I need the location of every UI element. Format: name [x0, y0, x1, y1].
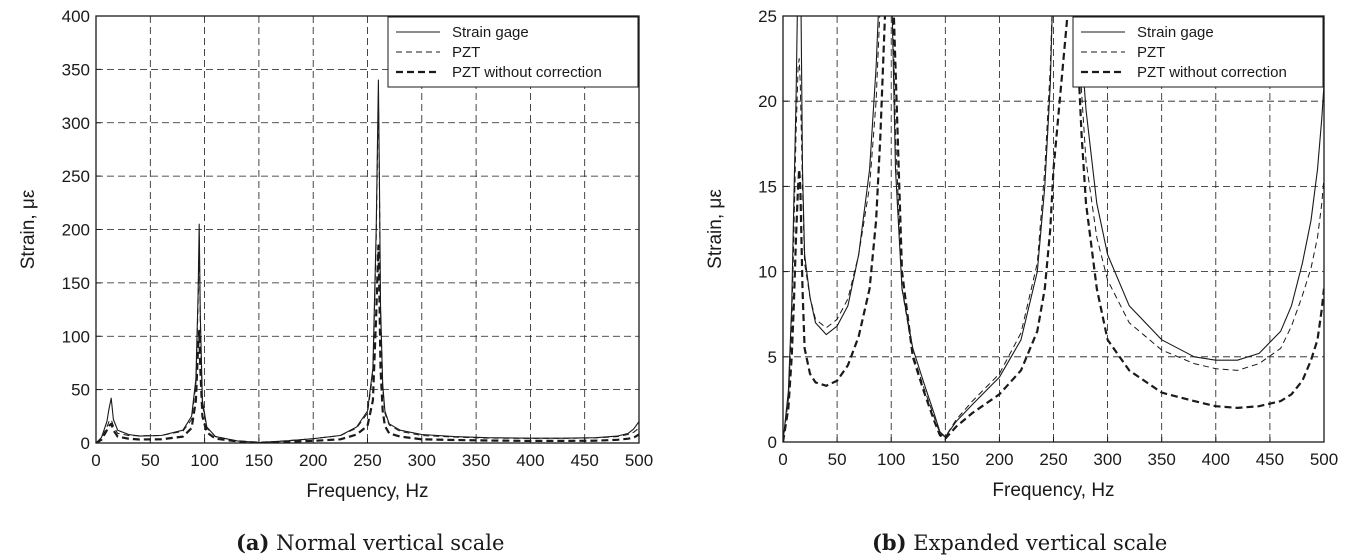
chart-a-x-tick-label: 500: [625, 451, 653, 470]
chart-a-x-tick-label: 450: [571, 451, 599, 470]
chart-b-y-tick-label: 0: [768, 433, 777, 452]
chart-b-x-tick-label: 0: [778, 450, 787, 469]
chart-b-y-tick-label: 5: [768, 348, 777, 367]
chart-a-legend-label: PZT without correction: [452, 64, 602, 81]
chart-a-legend: Strain gage PZT PZT without correction: [387, 16, 639, 88]
chart-b-y-tick-label: 15: [758, 177, 777, 196]
chart-b-x-tick-label: 150: [931, 450, 959, 469]
caption-b-text: Expanded vertical scale: [913, 531, 1168, 555]
chart-a-x-axis-label: Frequency, Hz: [306, 481, 428, 502]
chart-b-x-tick-label: 250: [1039, 450, 1067, 469]
chart-b-x-tick-label: 450: [1256, 450, 1284, 469]
chart-a-y-tick-label: 200: [62, 221, 90, 240]
caption-a: (a) Normal vertical scale: [236, 530, 504, 555]
chart-b-x-tick-label: 100: [877, 450, 905, 469]
chart-b-legend-label: PZT: [1137, 44, 1165, 61]
chart-a-x-tick-label: 300: [408, 451, 436, 470]
chart-a-x-tick-label: 0: [91, 451, 100, 470]
chart-a-x-tick-label: 350: [462, 451, 490, 470]
chart-b-y-axis-label: Strain, με: [705, 189, 726, 269]
chart-a-y-tick-label: 0: [81, 434, 90, 453]
chart-b-y-tick-label: 20: [758, 92, 777, 111]
chart-a-y-tick-label: 250: [62, 167, 90, 186]
chart-a-legend-label: Strain gage: [452, 24, 529, 41]
chart-b-legend-label: Strain gage: [1137, 24, 1214, 41]
chart-a-x-tick-label: 200: [299, 451, 327, 470]
chart-b-x-tick-label: 400: [1202, 450, 1230, 469]
chart-a-y-tick-label: 400: [62, 7, 90, 26]
chart-b-x-tick-label: 350: [1148, 450, 1176, 469]
chart-a-x-tick-label: 50: [141, 451, 160, 470]
chart-b-x-tick-label: 500: [1310, 450, 1338, 469]
chart-a-y-tick-label: 300: [62, 114, 90, 133]
chart-a-ticks: 0 50 100 150 200 250 300 350 400 450 500 0 50 100 150 2…: [62, 7, 654, 470]
chart-a-y-tick-label: 100: [62, 327, 90, 346]
chart-a-y-tick-label: 50: [71, 381, 90, 400]
chart-b-legend: Strain gage PZT PZT without correction: [1072, 16, 1324, 88]
chart-b-y-tick-label: 10: [758, 263, 777, 282]
chart-a-x-tick-label: 100: [190, 451, 218, 470]
chart-a-y-axis-label: Strain, με: [18, 189, 39, 269]
chart-a-y-tick-label: 350: [62, 60, 90, 79]
chart-b-x-axis-label: Frequency, Hz: [992, 480, 1114, 501]
chart-b-series-line-2: [783, 16, 1324, 442]
caption-b: (b) Expanded vertical scale: [872, 530, 1167, 555]
caption-a-text: Normal vertical scale: [276, 531, 505, 555]
chart-a-x-tick-label: 250: [353, 451, 381, 470]
chart-b-legend-label: PZT without correction: [1137, 64, 1287, 81]
chart-b-x-tick-label: 200: [985, 450, 1013, 469]
caption-b-tag: (b): [872, 530, 907, 555]
chart-a: 0 50 100 150 200 250 300 350 400 450 500 0 50 100 150 2…: [18, 7, 653, 502]
chart-b: 0 50 100 150 200 250 300 350 400 450 500 0 5 10 15 20 25…: [705, 7, 1338, 501]
chart-b-ticks: 0 50 100 150 200 250 300 350 400 450 500 0 5 10 15 20 25: [758, 7, 1338, 469]
chart-b-x-tick-label: 300: [1093, 450, 1121, 469]
chart-b-y-tick-label: 25: [758, 7, 777, 26]
caption-a-tag: (a): [236, 530, 270, 555]
chart-a-y-tick-label: 150: [62, 274, 90, 293]
chart-b-x-tick-label: 50: [828, 450, 847, 469]
chart-a-x-tick-label: 150: [245, 451, 273, 470]
chart-a-legend-label: PZT: [452, 44, 480, 61]
chart-a-x-tick-label: 400: [516, 451, 544, 470]
